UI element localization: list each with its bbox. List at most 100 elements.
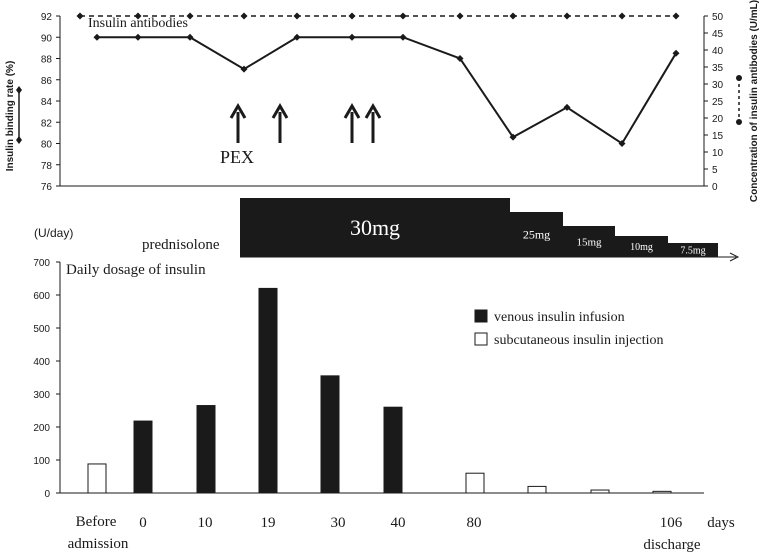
right-tick-label: 35	[712, 63, 724, 74]
antibody-data-point	[672, 12, 680, 20]
bar-y-tick-label: 400	[33, 357, 50, 368]
right-tick-label: 5	[712, 165, 718, 176]
right-tick-label: 50	[712, 12, 724, 23]
left-tick-label: 82	[41, 118, 53, 129]
pex-arrow-head	[271, 103, 289, 119]
right-tick-label: 40	[712, 46, 724, 57]
right-axis-legend-marker	[736, 75, 742, 81]
right-axis-title: Concentration of insulin antibodies (U/m…	[749, 0, 760, 202]
subcutaneous-injection-bar	[87, 463, 107, 494]
prednisolone-dose-block	[510, 212, 563, 257]
bar-x-label: admission	[68, 536, 129, 552]
antibody-data-point	[618, 12, 626, 20]
legend-swatch-venous	[474, 309, 488, 323]
bar-x-label: days	[707, 515, 735, 531]
bar-y-tick-label: 700	[33, 258, 50, 269]
binding-rate-data-point	[93, 33, 101, 41]
antibody-data-point	[293, 12, 301, 20]
binding-rate-data-point	[240, 65, 248, 73]
bar-y-axis-unit: (U/day)	[34, 226, 73, 240]
left-axis-title: Insulin binding rate (%)	[5, 61, 16, 172]
right-tick-label: 45	[712, 29, 724, 40]
binding-rate-data-point	[348, 33, 356, 41]
antibody-data-point	[240, 12, 248, 20]
pex-label: PEX	[220, 147, 254, 167]
antibody-data-point	[509, 12, 517, 20]
bar-y-tick-label: 0	[44, 489, 50, 500]
antibody-data-point	[134, 12, 142, 20]
prednisolone-label: prednisolone	[142, 237, 220, 253]
left-tick-label: 84	[41, 97, 53, 108]
bar-x-label: 40	[391, 515, 406, 531]
right-tick-label: 30	[712, 80, 724, 91]
bar-chart-title: Daily dosage of insulin	[66, 262, 206, 278]
subcutaneous-injection-bar	[527, 485, 547, 494]
legend-label-subcutaneous: subcutaneous insulin injection	[494, 333, 664, 348]
binding-rate-data-point	[134, 33, 142, 41]
left-tick-label: 86	[41, 76, 53, 87]
pex-arrow-head	[229, 103, 247, 119]
antibody-data-point	[399, 12, 407, 20]
prednisolone-dose-block	[668, 243, 718, 257]
subcutaneous-injection-bar	[465, 472, 485, 494]
right-axis-legend-marker	[736, 119, 742, 125]
left-axis-legend-marker	[16, 86, 22, 94]
binding-rate-data-point	[293, 33, 301, 41]
bar-y-tick-label: 600	[33, 291, 50, 302]
left-tick-label: 90	[41, 33, 53, 44]
bar-y-tick-label: 500	[33, 324, 50, 335]
antibody-data-point	[186, 12, 194, 20]
antibody-data-point	[348, 12, 356, 20]
bar-y-tick-label: 300	[33, 390, 50, 401]
right-tick-label: 10	[712, 148, 724, 159]
binding-rate-data-point	[399, 33, 407, 41]
binding-rate-line	[97, 36, 677, 145]
bar-y-tick-label: 100	[33, 456, 50, 467]
bar-x-label: 10	[198, 515, 213, 531]
left-tick-label: 88	[41, 55, 53, 66]
binding-rate-data-point	[509, 133, 517, 141]
antibody-line-chart: 92908886848280787650454035302520151050In…	[5, 0, 760, 202]
binding-rate-data-point	[456, 55, 464, 62]
bar-x-label: 106	[660, 515, 683, 531]
series-annotation-insulin-antibodies: Insulin antibodies	[88, 16, 188, 31]
left-tick-label: 76	[41, 182, 53, 193]
legend-swatch-subcutaneous	[474, 332, 488, 346]
bar-y-tick-label: 200	[33, 423, 50, 434]
pex-arrow-head	[364, 103, 382, 119]
binding-rate-data-point	[186, 33, 194, 41]
left-tick-label: 92	[41, 12, 53, 23]
bar-x-label: Before	[76, 514, 117, 530]
prednisolone-dose-label: 10mg	[630, 242, 653, 253]
prednisolone-dose-label: 30mg	[350, 215, 400, 240]
right-tick-label: 15	[712, 131, 724, 142]
binding-rate-data-point	[618, 140, 626, 147]
subcutaneous-injection-bar	[652, 490, 672, 494]
prednisolone-timeline: 30mg 25mg 15mg 10mg 7.5mg prednisolone	[142, 198, 740, 262]
venous-infusion-bar	[383, 406, 403, 494]
left-tick-label: 80	[41, 140, 53, 151]
binding-rate-data-point	[563, 103, 571, 111]
left-tick-label: 78	[41, 161, 53, 172]
bar-x-label: discharge	[643, 537, 701, 553]
prednisolone-dose-block	[563, 226, 615, 257]
bar-x-label: 30	[331, 515, 346, 531]
prednisolone-dose-block	[615, 236, 668, 257]
pex-arrow-head	[343, 103, 361, 119]
prednisolone-dose-block	[240, 198, 510, 257]
antibody-data-point	[563, 12, 571, 20]
antibody-data-point	[456, 12, 464, 20]
bar-x-label: 80	[467, 515, 482, 531]
timeline-arrow-head	[729, 252, 740, 262]
venous-infusion-bar	[320, 375, 340, 494]
binding-rate-data-point	[672, 49, 680, 57]
venous-infusion-bar	[133, 420, 153, 494]
venous-infusion-bar	[196, 405, 216, 494]
prednisolone-dose-label: 25mg	[523, 228, 550, 242]
legend-label-venous: venous insulin infusion	[494, 310, 625, 325]
bar-x-label: 0	[139, 515, 147, 531]
prednisolone-dose-label: 15mg	[576, 236, 602, 248]
right-tick-label: 20	[712, 114, 724, 125]
prednisolone-dose-label: 7.5mg	[680, 246, 705, 257]
